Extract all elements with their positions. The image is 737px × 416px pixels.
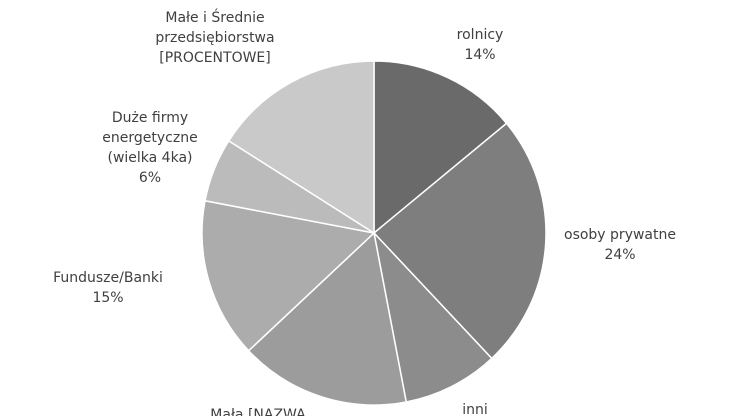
category-label: Małe i Średnie przedsiębiorstwa [PROCENT…: [155, 10, 275, 66]
category-label: rolnicy: [456, 27, 504, 43]
pie-slice: [373, 60, 508, 235]
category-label: inni: [462, 402, 488, 416]
category-label: osoby prywatne: [564, 227, 676, 243]
category-label: Duże firmy energetyczne (wielka 4ka): [102, 110, 198, 166]
value-label: 14%: [464, 47, 496, 63]
slice-label: rolnicy 14%: [420, 25, 540, 65]
slice-label: inni: [415, 400, 535, 416]
pie-slice: [372, 122, 547, 360]
pie-slice: [372, 230, 493, 403]
slice-label: osoby prywatne 24%: [545, 225, 695, 265]
slice-label: Mała [NAZWA: [183, 405, 333, 416]
value-label: 15%: [92, 290, 124, 306]
category-label: Mała [NAZWA: [210, 407, 306, 416]
value-label: 6%: [138, 170, 162, 186]
category-label: Fundusze/Banki: [53, 270, 163, 286]
value-label: 24%: [604, 247, 636, 263]
slice-label: Fundusze/Banki 15%: [38, 268, 178, 308]
slice-label: Duże firmy energetyczne (wielka 4ka) 6%: [95, 108, 205, 188]
pie-slice: [201, 199, 376, 352]
pie-slice: [227, 60, 375, 235]
pie-slice: [247, 231, 408, 406]
slice-label: Małe i Średnie przedsiębiorstwa [PROCENT…: [140, 8, 290, 68]
